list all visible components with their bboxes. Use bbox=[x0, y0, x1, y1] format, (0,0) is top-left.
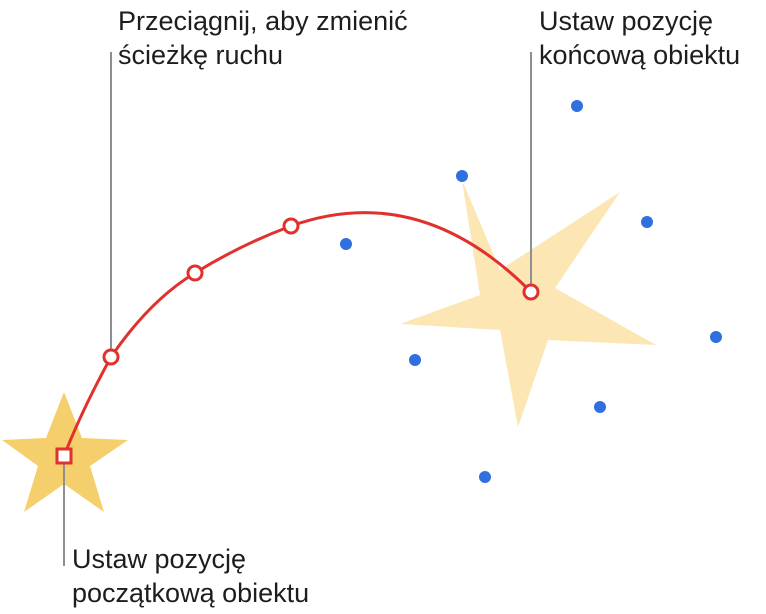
end-position-star[interactable] bbox=[400, 180, 656, 427]
motion-path[interactable] bbox=[62, 211, 533, 457]
circle-handle-icon[interactable] bbox=[186, 264, 204, 282]
blue-dot-handle-icon[interactable] bbox=[407, 352, 423, 368]
selection-handles bbox=[338, 98, 724, 485]
callout-drag-line-1: Przeciągnij, aby zmienić bbox=[118, 6, 408, 36]
blue-dot-handle-icon[interactable] bbox=[592, 399, 608, 415]
blue-dot-handle-icon[interactable] bbox=[454, 168, 470, 184]
blue-dot-handle-icon[interactable] bbox=[569, 98, 585, 114]
callout-drag-path: Przeciągnij, aby zmienić ścieżkę ruchu bbox=[118, 4, 408, 72]
callout-end-position: Ustaw pozycję końcową obiektu bbox=[539, 4, 740, 72]
blue-dot-handle-icon[interactable] bbox=[338, 236, 354, 252]
circle-handle-icon[interactable] bbox=[102, 348, 120, 366]
square-handle-icon[interactable] bbox=[55, 447, 73, 465]
callout-start-position: Ustaw pozycję początkową obiektu bbox=[72, 542, 309, 610]
circle-handle-icon[interactable] bbox=[282, 217, 300, 235]
callout-start-line-1: Ustaw pozycję bbox=[72, 544, 247, 574]
blue-dot-handle-icon[interactable] bbox=[639, 214, 655, 230]
callout-drag-line-2: ścieżkę ruchu bbox=[118, 40, 284, 70]
blue-dot-handle-icon[interactable] bbox=[708, 329, 724, 345]
callout-end-line-1: Ustaw pozycję bbox=[539, 6, 714, 36]
callout-end-line-2: końcową obiektu bbox=[539, 40, 741, 70]
callout-start-line-2: początkową obiektu bbox=[72, 578, 310, 608]
blue-dot-handle-icon[interactable] bbox=[477, 469, 493, 485]
circle-handle-icon[interactable] bbox=[522, 283, 540, 301]
